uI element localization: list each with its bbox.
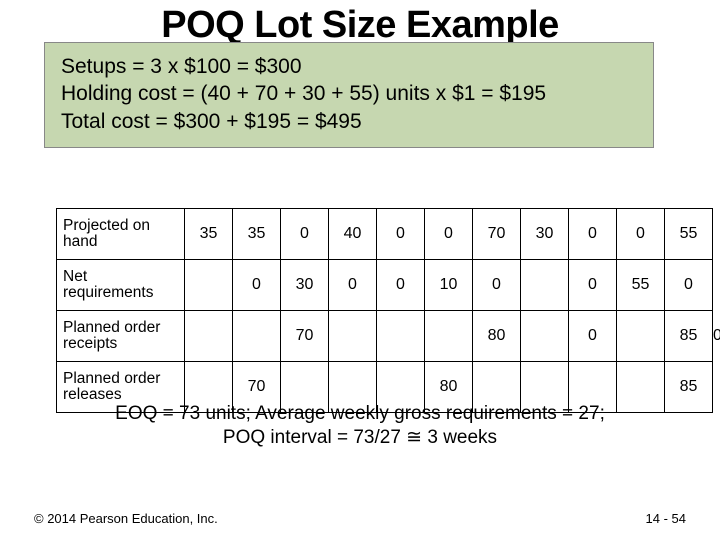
table-cell: 0 [617,209,665,260]
callout-line-holding: Holding cost = (40 + 70 + 30 + 55) units… [61,80,637,107]
row-label: Planned order receipts [57,311,185,362]
table-cell: 0 [233,260,281,311]
row-label: Projected on hand [57,209,185,260]
table-cell [521,311,569,362]
table-cell: 0 [377,260,425,311]
table-cell [233,311,281,362]
table-cell: 0 [473,260,521,311]
mrp-table: Projected on hand35350400070300055Net re… [56,208,713,413]
slide: POQ Lot Size Example Setups = 3 x $100 =… [0,0,720,540]
table-cell: 30 [521,209,569,260]
table-cell: 40 [329,209,377,260]
table-cell: 0 [329,260,377,311]
table-cell: 55 [617,260,665,311]
table-cell: 0 [377,209,425,260]
table-cell [185,311,233,362]
page-number: 14 - 54 [646,511,686,526]
table-cell: 0 [569,260,617,311]
table-cell: 0 [569,209,617,260]
slide-title: POQ Lot Size Example [0,4,720,47]
eoq-note-line2: POQ interval = 73/27 ≅ 3 weeks [0,426,720,450]
table-cell: 0 [665,260,713,311]
table-cell: 0 [425,209,473,260]
table-cell: 70 [473,209,521,260]
table-cell: 10 [425,260,473,311]
callout-line-total: Total cost = $300 + $195 = $495 [61,108,637,135]
table-cell: 80 [473,311,521,362]
table-cell [425,311,473,362]
table-cell: 30 [281,260,329,311]
copyright-text: © 2014 Pearson Education, Inc. [34,511,218,526]
table-cell: 35 [185,209,233,260]
table-cell: 70 [281,311,329,362]
footer: © 2014 Pearson Education, Inc. 14 - 54 [34,511,686,526]
table-cell [617,311,665,362]
table-row: Planned order receipts70800850 [57,311,713,362]
table-cell: 55 [665,209,713,260]
callout-line-setups: Setups = 3 x $100 = $300 [61,53,637,80]
eoq-note: EOQ = 73 units; Average weekly gross req… [0,402,720,450]
row-label: Net requirements [57,260,185,311]
table-row: Net requirements030001000550 [57,260,713,311]
table-cell [377,311,425,362]
eoq-note-line1: EOQ = 73 units; Average weekly gross req… [0,402,720,426]
table-cell [185,260,233,311]
table-cell [329,311,377,362]
mrp-table-container: Projected on hand35350400070300055Net re… [56,208,664,413]
table-row: Projected on hand35350400070300055 [57,209,713,260]
table-cell: 0 [281,209,329,260]
cost-callout: Setups = 3 x $100 = $300 Holding cost = … [44,42,654,148]
table-cell [521,260,569,311]
table-cell: 35 [233,209,281,260]
table-cell: 85 [665,311,713,362]
table-cell: 0 [569,311,617,362]
